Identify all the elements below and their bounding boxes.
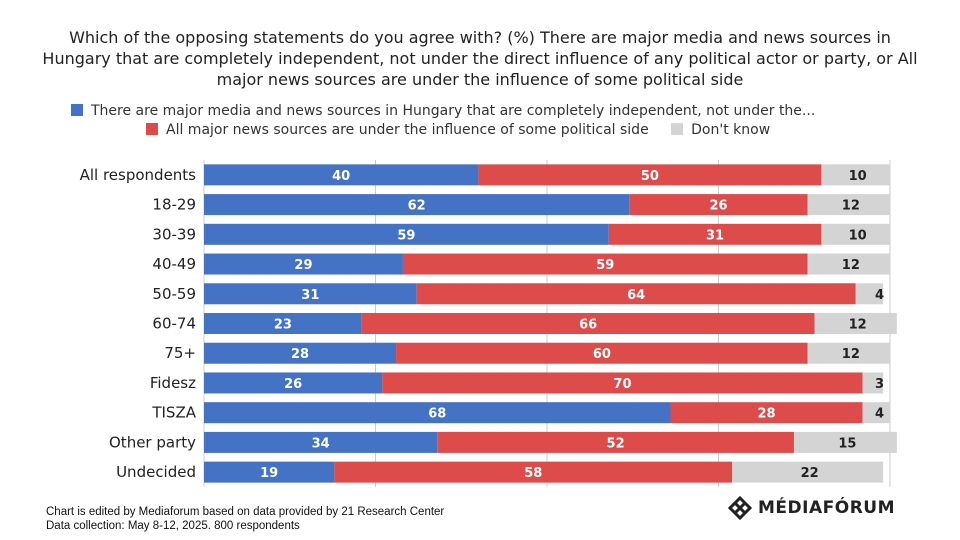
data-label-dont_know: 12: [849, 318, 867, 333]
data-label-independent: 29: [294, 258, 312, 273]
bar-segment-independent: [204, 402, 671, 424]
data-label-dont_know: 12: [842, 347, 860, 362]
logo-text: MÉDIAFÓRUM: [758, 498, 895, 518]
data-label-dont_know: 4: [875, 407, 884, 422]
bar-segment-independent: [204, 431, 438, 453]
bar-segment-independent: [204, 164, 479, 186]
category-label: 30-39: [152, 225, 196, 243]
data-label-dont_know: 10: [849, 169, 867, 184]
bar-segment-dont_know: [807, 342, 890, 364]
mediaforum-diamond-icon: [728, 496, 752, 520]
bar-segment-influenced: [478, 164, 822, 186]
bar-segment-influenced: [402, 253, 808, 275]
legend-swatch-independent: [71, 104, 83, 116]
legend-label-independent: There are major media and news sources i…: [91, 103, 816, 119]
bar-segment-dont_know: [862, 402, 890, 424]
bar-segment-independent: [204, 223, 609, 245]
data-label-influenced: 64: [627, 288, 645, 303]
bar-segment-influenced: [396, 342, 808, 364]
data-label-dont_know: 12: [842, 199, 860, 214]
data-label-influenced: 50: [641, 169, 659, 184]
data-label-influenced: 70: [613, 377, 631, 392]
bar-segment-influenced: [334, 461, 733, 483]
bar-segment-influenced: [382, 372, 863, 394]
bar-segment-independent: [204, 342, 397, 364]
data-label-influenced: 52: [607, 436, 625, 451]
category-label: Other party: [109, 433, 196, 451]
data-label-dont_know: 3: [875, 377, 884, 392]
legend-row-1: There are major media and news sources i…: [71, 103, 815, 119]
bar-segment-dont_know: [814, 313, 897, 334]
data-label-dont_know: 15: [838, 436, 856, 451]
category-label: All respondents: [80, 166, 197, 184]
data-label-independent: 62: [408, 199, 426, 214]
bar-segment-independent: [204, 372, 383, 394]
bar-segment-dont_know: [807, 253, 890, 275]
bar-segment-influenced: [361, 313, 815, 334]
category-label: 40-49: [152, 255, 196, 273]
legend-swatch-influenced: [146, 123, 158, 135]
data-label-dont_know: 12: [842, 258, 860, 273]
bar-segment-independent: [204, 253, 403, 275]
footnote: Chart is edited by Mediaforum based on d…: [46, 505, 444, 533]
bar-segment-influenced: [608, 223, 822, 245]
chart-title: Which of the opposing statements do you …: [42, 28, 918, 89]
footnote-source: Chart is edited by Mediaforum based on d…: [46, 506, 445, 518]
data-label-independent: 68: [428, 407, 446, 422]
data-label-influenced: 28: [757, 407, 775, 422]
bar-segment-dont_know: [732, 461, 884, 483]
data-label-independent: 40: [332, 169, 350, 184]
data-label-influenced: 26: [709, 199, 727, 214]
bar-segment-dont_know: [807, 194, 890, 216]
legend-row-2: All major news sources are under the inf…: [146, 122, 770, 138]
data-label-influenced: 58: [524, 466, 542, 481]
data-label-influenced: 60: [593, 347, 611, 362]
legend-label-dont-know: Don't know: [691, 122, 771, 138]
mediaforum-logo: MÉDIAFÓRUM: [728, 496, 895, 520]
category-label: TISZA: [151, 404, 196, 422]
legend-item-dont-know: Don't know: [671, 122, 770, 138]
bar-segment-independent: [204, 194, 630, 216]
category-label: 50-59: [152, 285, 196, 303]
bar-segment-influenced: [416, 283, 856, 305]
data-label-independent: 28: [291, 347, 309, 362]
data-label-independent: 23: [274, 318, 292, 333]
data-label-independent: 26: [284, 377, 302, 392]
data-label-dont_know: 22: [801, 466, 819, 481]
data-label-influenced: 59: [596, 258, 614, 273]
category-label: Undecided: [116, 463, 196, 481]
category-label: 18-29: [152, 196, 196, 214]
data-label-independent: 19: [260, 466, 278, 481]
data-label-influenced: 31: [706, 228, 724, 243]
footnote-collection: Data collection: May 8-12, 2025. 800 res…: [46, 520, 300, 532]
legend-swatch-dont-know: [671, 123, 684, 135]
data-label-dont_know: 10: [849, 228, 867, 243]
bar-segment-influenced: [629, 194, 808, 216]
data-label-independent: 31: [301, 288, 319, 303]
legend-item-independent: There are major media and news sources i…: [71, 103, 815, 119]
bar-segment-dont_know: [821, 164, 890, 186]
bar-segment-dont_know: [793, 431, 897, 453]
category-label: 60-74: [152, 315, 196, 333]
bar-segment-dont_know: [862, 372, 884, 394]
legend-label-influenced: All major news sources are under the inf…: [166, 122, 649, 138]
legend-item-influenced: All major news sources are under the inf…: [146, 122, 653, 138]
bar-segment-influenced: [437, 431, 794, 453]
data-label-influenced: 66: [579, 318, 597, 333]
category-label: Fidesz: [150, 374, 196, 392]
data-label-independent: 59: [397, 228, 415, 243]
bar-segment-dont_know: [821, 223, 890, 245]
category-label: 75+: [164, 344, 196, 362]
data-label-independent: 34: [312, 436, 330, 451]
bar-segment-influenced: [670, 402, 863, 424]
bar-segment-independent: [204, 283, 417, 305]
bar-segment-independent: [204, 313, 362, 334]
stacked-bar-chart: All respondents 40 50 10 18-29 62 26 12 30-39 59 3…: [80, 160, 897, 487]
bar-segment-dont_know: [855, 283, 884, 305]
data-label-dont_know: 4: [875, 288, 884, 303]
bar-segment-independent: [204, 461, 335, 483]
